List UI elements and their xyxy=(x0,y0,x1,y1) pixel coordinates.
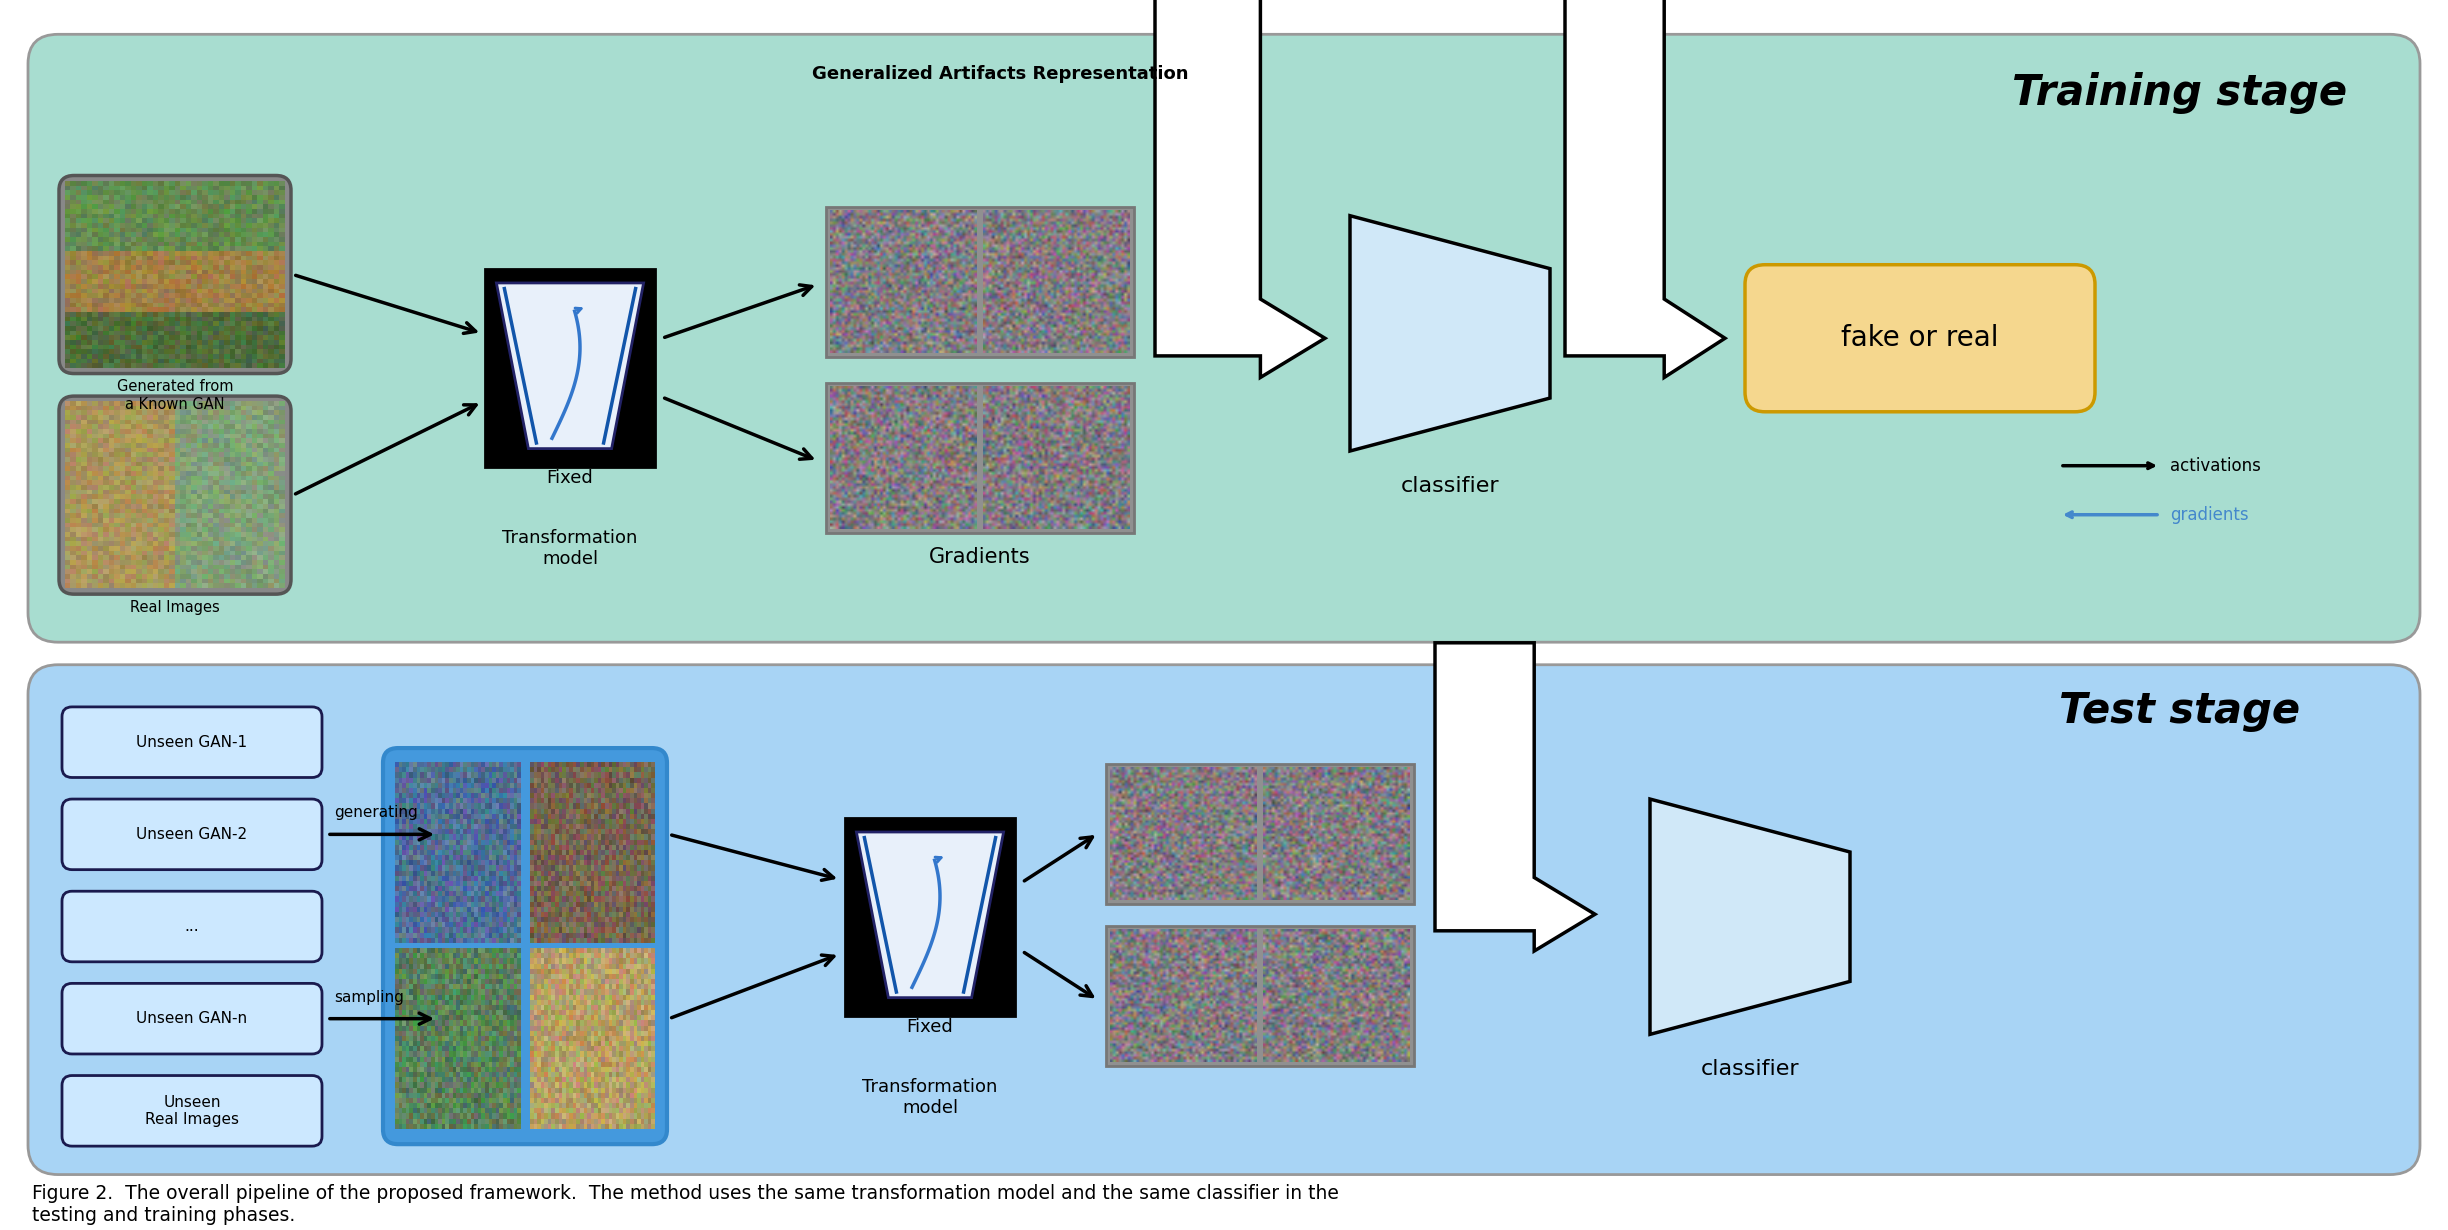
Polygon shape xyxy=(497,283,644,449)
Text: Generalized Artifacts Representation: Generalized Artifacts Representation xyxy=(813,64,1187,82)
Bar xyxy=(1106,764,1415,904)
Text: ...: ... xyxy=(184,919,198,934)
FancyBboxPatch shape xyxy=(59,396,291,594)
Bar xyxy=(825,384,1133,534)
FancyBboxPatch shape xyxy=(61,1075,323,1146)
Text: Unseen GAN-1: Unseen GAN-1 xyxy=(137,734,247,750)
Bar xyxy=(845,818,1016,1016)
Text: Test stage: Test stage xyxy=(2059,690,2301,732)
Text: fake or real: fake or real xyxy=(1841,325,1998,352)
Text: classifier: classifier xyxy=(1400,476,1498,496)
FancyBboxPatch shape xyxy=(1745,264,2095,412)
Text: gradients: gradients xyxy=(2169,506,2250,524)
Text: Unseen GAN-n: Unseen GAN-n xyxy=(137,1011,247,1026)
Text: classifier: classifier xyxy=(1701,1059,1799,1079)
FancyBboxPatch shape xyxy=(27,664,2421,1175)
Text: Transformation
model: Transformation model xyxy=(862,1079,999,1117)
Text: Fixed: Fixed xyxy=(546,470,592,487)
FancyBboxPatch shape xyxy=(59,176,291,374)
Polygon shape xyxy=(857,831,1004,998)
Text: activations: activations xyxy=(2169,456,2262,475)
Text: Transformation
model: Transformation model xyxy=(502,529,636,568)
Text: Generated from
a Known GAN: Generated from a Known GAN xyxy=(118,379,233,412)
FancyBboxPatch shape xyxy=(382,748,666,1144)
Text: generating: generating xyxy=(333,806,419,820)
Text: Fixed: Fixed xyxy=(906,1018,952,1037)
FancyBboxPatch shape xyxy=(61,800,323,870)
Polygon shape xyxy=(1349,215,1550,451)
Bar xyxy=(1106,925,1415,1065)
Polygon shape xyxy=(1650,800,1851,1034)
Text: Unseen GAN-2: Unseen GAN-2 xyxy=(137,827,247,841)
FancyBboxPatch shape xyxy=(61,707,323,777)
Text: Figure 2.  The overall pipeline of the proposed framework.  The method uses the : Figure 2. The overall pipeline of the pr… xyxy=(32,1184,1339,1225)
FancyBboxPatch shape xyxy=(61,892,323,962)
Text: Training stage: Training stage xyxy=(2012,73,2348,114)
Text: Gradients: Gradients xyxy=(930,547,1031,567)
Polygon shape xyxy=(1155,0,1324,378)
Bar xyxy=(825,207,1133,357)
FancyBboxPatch shape xyxy=(61,983,323,1054)
Text: sampling: sampling xyxy=(333,990,404,1005)
FancyBboxPatch shape xyxy=(27,34,2421,642)
Polygon shape xyxy=(1564,0,1726,378)
Polygon shape xyxy=(1435,643,1596,951)
Text: Real Images: Real Images xyxy=(130,600,220,615)
Text: Unseen
Real Images: Unseen Real Images xyxy=(144,1095,240,1127)
Bar xyxy=(485,268,656,466)
